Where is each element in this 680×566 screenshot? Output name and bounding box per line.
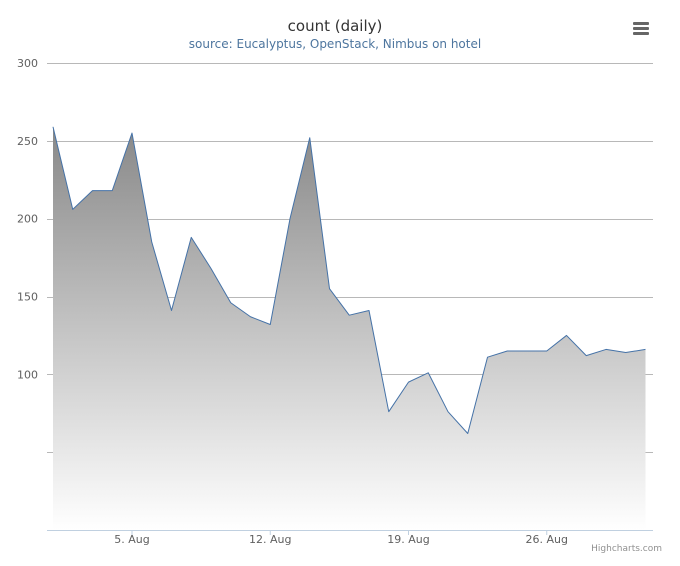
hamburger-icon[interactable] — [626, 17, 656, 41]
hamburger-bar — [633, 22, 649, 25]
data-point — [150, 240, 154, 244]
x-tick-label: 5. Aug — [114, 533, 149, 546]
hamburger-bar — [633, 27, 649, 30]
data-point — [644, 347, 648, 351]
data-point — [604, 347, 608, 351]
data-point — [624, 351, 628, 355]
y-tick-label: 250 — [17, 135, 38, 148]
data-point — [486, 355, 490, 359]
data-point — [130, 131, 134, 135]
data-point — [347, 313, 351, 317]
chart-title: count (daily) — [287, 17, 383, 35]
data-point — [367, 309, 371, 313]
data-point — [249, 315, 253, 319]
axes: 5. Aug 12. Aug 19. Aug 26. Aug 100 150 200 250 3… — [17, 57, 653, 546]
area-fill — [53, 126, 646, 530]
data-point — [565, 333, 569, 337]
x-tick-label: 12. Aug — [249, 533, 291, 546]
data-point — [51, 125, 55, 129]
x-tick-label: 26. Aug — [526, 533, 568, 546]
data-point — [308, 136, 312, 140]
data-point — [209, 266, 213, 270]
hamburger-bar — [633, 32, 649, 35]
data-point — [268, 323, 272, 327]
x-tick-label: 19. Aug — [387, 533, 429, 546]
data-point — [328, 287, 332, 291]
data-point — [229, 301, 233, 305]
series-line — [52, 126, 646, 434]
data-point — [545, 349, 549, 353]
data-point — [170, 309, 174, 313]
data-point — [426, 371, 430, 375]
data-point — [446, 410, 450, 414]
y-tick-label: 200 — [17, 213, 38, 226]
data-point — [584, 354, 588, 358]
data-point — [71, 207, 75, 211]
area-series — [51, 125, 648, 530]
data-point — [525, 349, 529, 353]
data-point — [189, 235, 193, 239]
y-tick-label: 300 — [17, 57, 38, 70]
data-point — [387, 410, 391, 414]
data-point — [407, 380, 411, 384]
chart-subtitle: source: Eucalyptus, OpenStack, Nimbus on… — [188, 37, 482, 51]
y-tick-label: 100 — [17, 368, 38, 381]
data-point — [288, 217, 292, 221]
y-tick-label: 150 — [17, 291, 38, 304]
credits-link[interactable]: Highcharts.com — [591, 544, 662, 554]
data-point — [505, 349, 509, 353]
data-point — [91, 189, 95, 193]
data-point — [466, 431, 470, 435]
data-point — [110, 189, 114, 193]
